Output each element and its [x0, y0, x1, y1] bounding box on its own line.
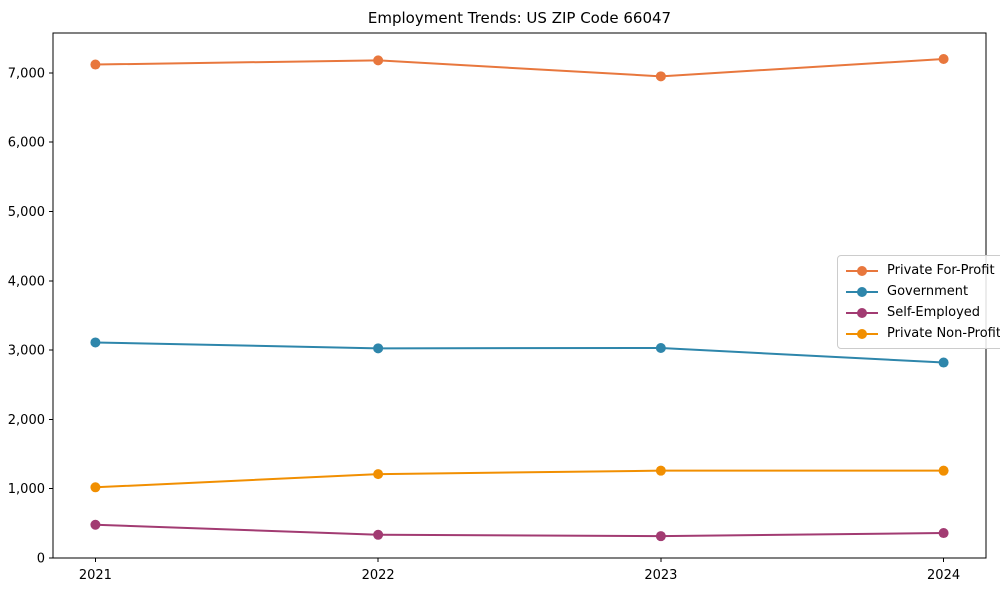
y-axis-tick-label: 5,000	[8, 205, 45, 220]
x-axis-tick-label: 2022	[362, 568, 395, 583]
data-point-marker	[938, 528, 949, 539]
data-point-marker	[373, 55, 384, 66]
legend-entry: Private Non-Profit	[845, 323, 1000, 344]
legend-entry-label: Private For-Profit	[887, 263, 995, 278]
data-point-marker	[373, 343, 384, 354]
x-axis-tick-label: 2024	[927, 568, 960, 583]
legend-entry-label: Government	[887, 284, 969, 299]
data-point-marker	[90, 482, 101, 493]
data-point-marker	[938, 357, 949, 368]
data-point-marker	[655, 71, 666, 82]
legend-entry: Self-Employed	[845, 302, 1000, 323]
data-point-marker	[655, 465, 666, 476]
data-point-marker	[938, 465, 949, 476]
legend-marker-icon	[846, 307, 878, 318]
x-axis-tick-label: 2021	[79, 568, 112, 583]
legend-entry: Government	[845, 281, 1000, 302]
data-point-marker	[373, 469, 384, 480]
y-axis-tick-label: 7,000	[8, 66, 45, 81]
x-axis-tick-label: 2023	[644, 568, 677, 583]
series-line-government	[94, 341, 945, 364]
y-axis-tick-label: 6,000	[8, 136, 45, 151]
data-point-marker	[90, 59, 101, 70]
y-axis-tick-label: 4,000	[8, 274, 45, 289]
legend-entry: Private For-Profit	[845, 260, 1000, 281]
legend-marker-icon	[846, 328, 878, 339]
legend-entry-label: Self-Employed	[887, 305, 981, 320]
y-axis-tick-label: 3,000	[8, 344, 45, 359]
y-axis-tick-label: 2,000	[8, 413, 45, 428]
data-point-marker	[90, 519, 101, 530]
series-line-private-non-profit	[94, 469, 945, 489]
y-axis-tick-label: 0	[37, 552, 45, 567]
chart-title: Employment Trends: US ZIP Code 66047	[367, 9, 672, 27]
y-axis-tick-label: 1,000	[8, 482, 45, 497]
data-point-marker	[90, 337, 101, 348]
series-line-self-employed	[94, 523, 945, 538]
chart-legend: Private For-Profit Government Self-Employe…	[837, 255, 1000, 349]
legend-marker-icon	[846, 265, 878, 276]
legend-marker-icon	[846, 286, 878, 297]
series-line-private-for-profit	[94, 57, 945, 78]
legend-entry-label: Private Non-Profit	[887, 326, 1000, 341]
data-point-marker	[373, 529, 384, 540]
data-point-marker	[655, 531, 666, 542]
data-point-marker	[938, 53, 949, 64]
data-point-marker	[655, 343, 666, 353]
